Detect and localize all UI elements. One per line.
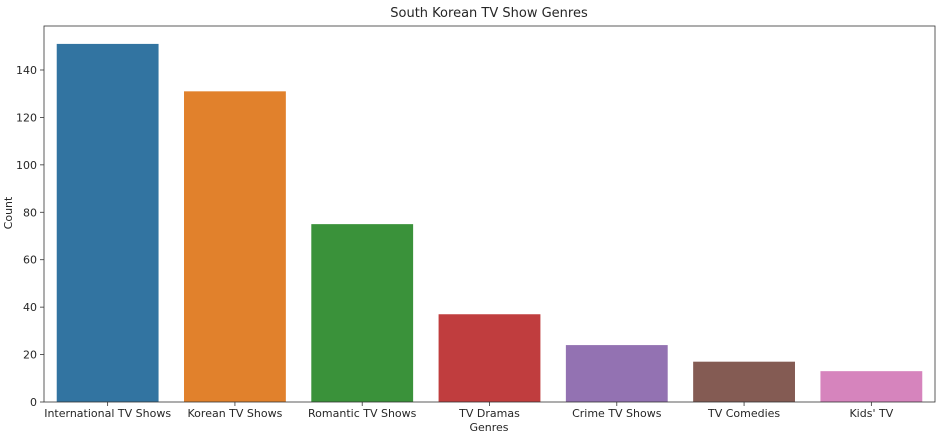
chart-title: South Korean TV Show Genres <box>390 6 588 21</box>
x-tick-label: TV Dramas <box>458 407 520 420</box>
x-tick-label: International TV Shows <box>44 407 171 420</box>
x-tick-label: Korean TV Shows <box>188 407 283 420</box>
y-tick-label: 20 <box>23 349 37 362</box>
y-axis-ticks: 0 20 40 60 80 100 120 140 <box>16 64 44 409</box>
y-tick-label: 140 <box>16 64 37 77</box>
bar-international-tv-shows <box>56 43 159 403</box>
y-tick-label: 100 <box>16 159 37 172</box>
bar-tv-comedies <box>693 361 795 402</box>
y-tick-label: 60 <box>23 254 37 267</box>
y-axis-title: Count <box>2 196 15 229</box>
x-axis-title: Genres <box>469 421 508 434</box>
bars-group <box>56 43 923 403</box>
bar-crime-tv-shows <box>565 345 668 402</box>
x-tick-label: Romantic TV Shows <box>308 407 417 420</box>
x-tick-label: Kids' TV <box>849 407 893 420</box>
plot-frame <box>43 25 936 403</box>
x-tick-label: Crime TV Shows <box>572 407 662 420</box>
bar-korean-tv-shows <box>184 91 286 402</box>
y-tick-label: 80 <box>23 206 37 219</box>
bar-tv-dramas <box>438 314 541 402</box>
y-tick-label: 120 <box>16 111 37 124</box>
bar-kids-tv <box>820 371 923 402</box>
y-tick-label: 40 <box>23 301 37 314</box>
y-tick-label: 0 <box>30 396 37 409</box>
bar-romantic-tv-shows <box>311 224 414 402</box>
x-tick-label: TV Comedies <box>707 407 780 420</box>
x-axis-ticks: International TV Shows Korean TV Shows Rom… <box>44 402 894 420</box>
